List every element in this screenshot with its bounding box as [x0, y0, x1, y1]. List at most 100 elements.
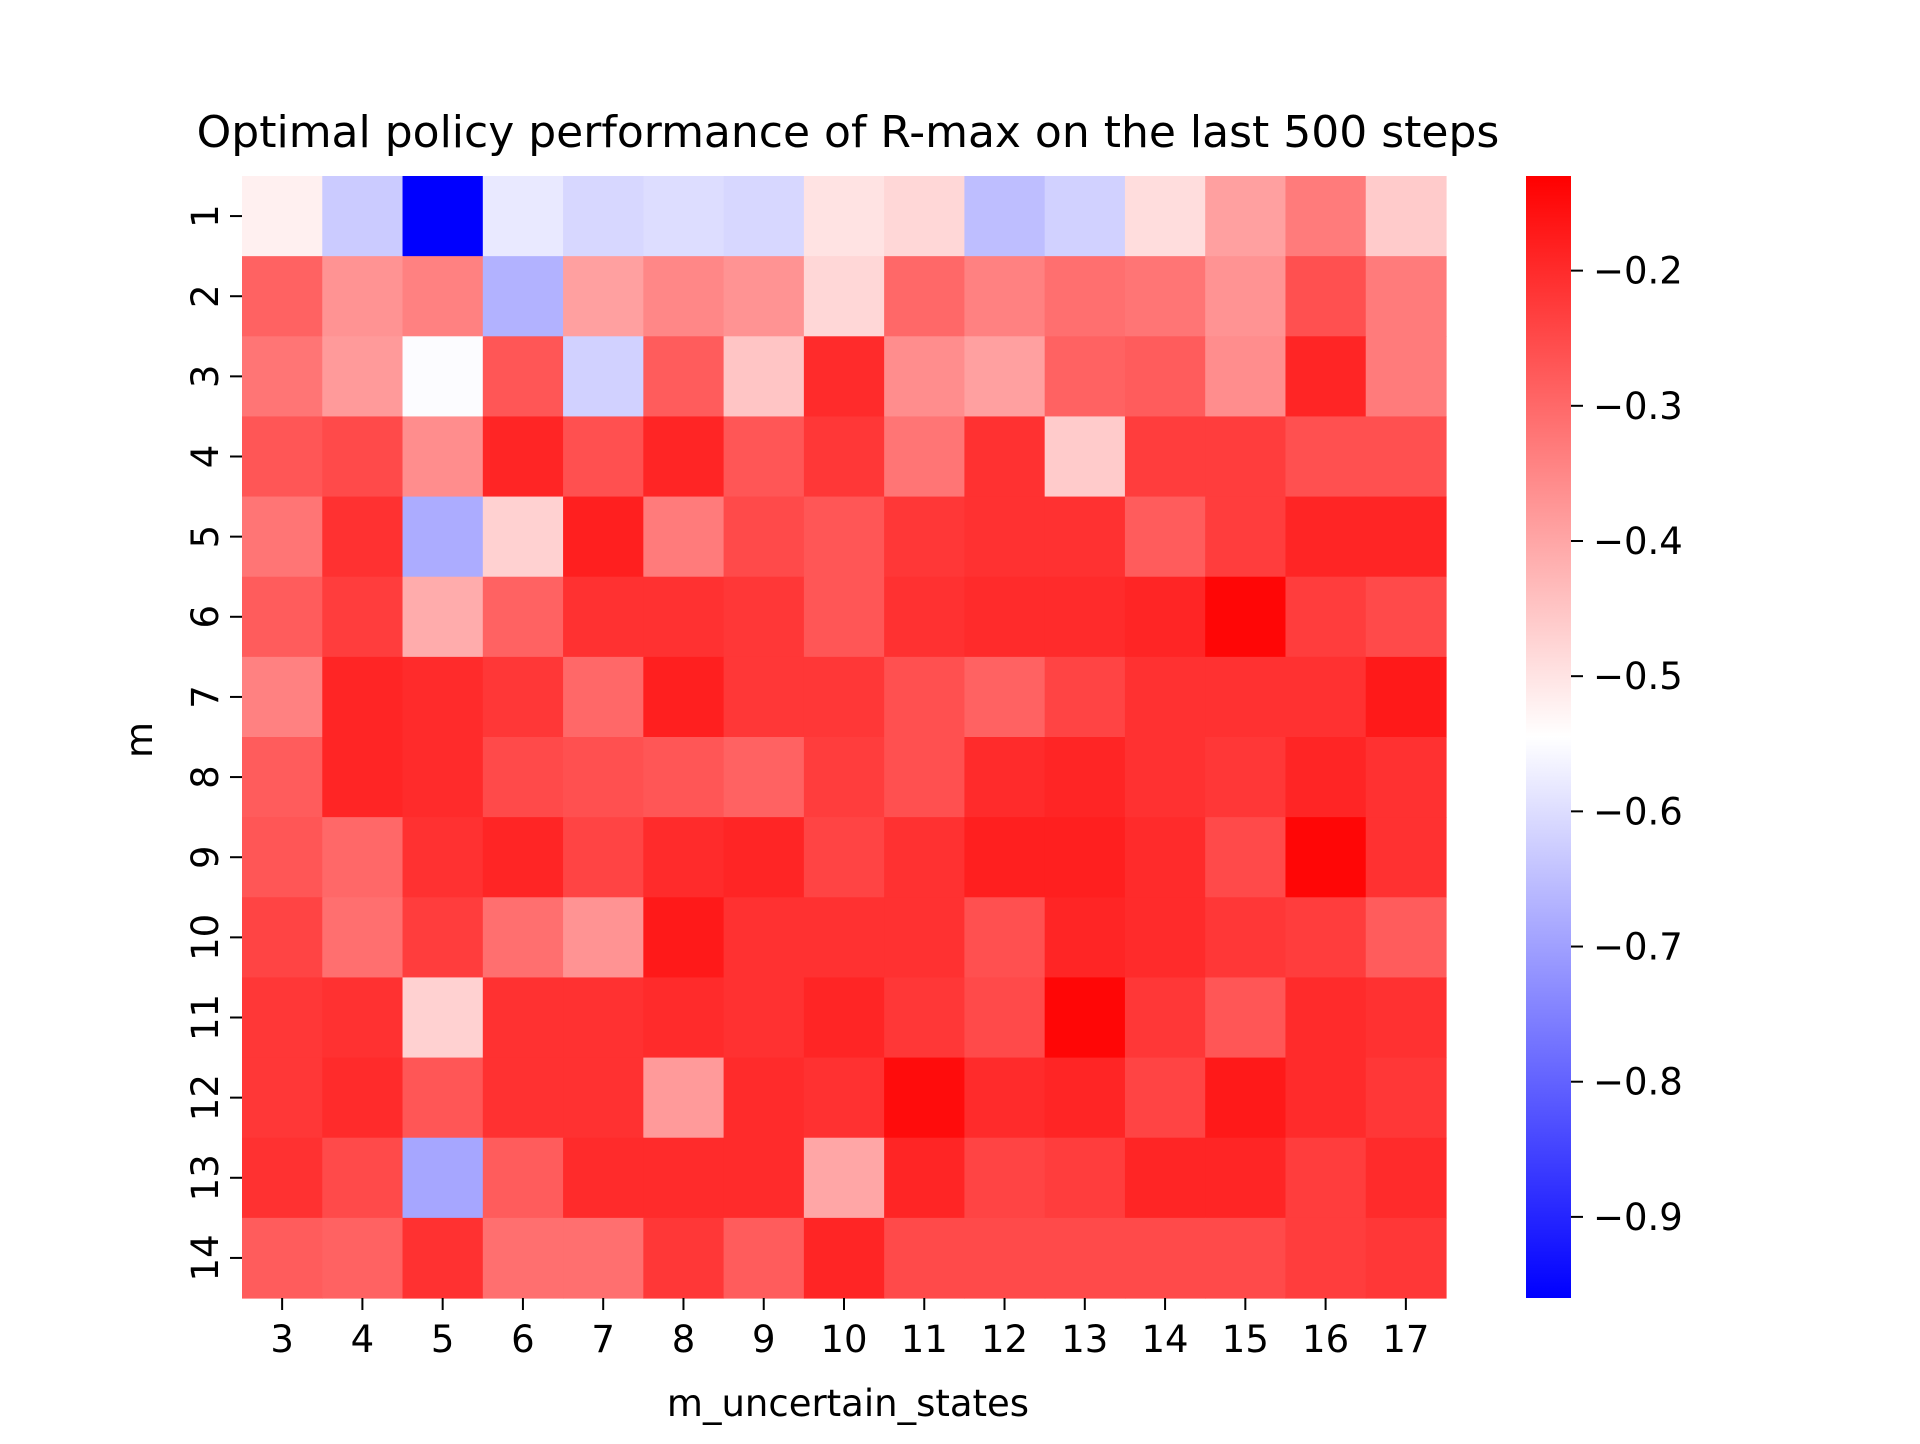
heatmap-cell — [964, 416, 1046, 498]
heatmap-cell — [242, 737, 323, 818]
heatmap-cell — [1285, 977, 1367, 1059]
heatmap-cell — [563, 817, 644, 898]
x-tick-label: 10 — [820, 1318, 867, 1361]
heatmap-cell — [643, 656, 725, 738]
heatmap-cell — [803, 817, 885, 898]
heatmap-cell — [1365, 336, 1447, 418]
heatmap-cell — [1124, 416, 1206, 498]
heatmap-cell — [803, 1057, 885, 1139]
heatmap-cell — [964, 336, 1046, 418]
heatmap-cell — [1124, 1137, 1206, 1219]
x-tick-label: 5 — [431, 1318, 455, 1361]
heatmap-cell — [964, 897, 1046, 979]
heatmap-cell — [723, 336, 805, 418]
heatmap-cell — [242, 1057, 323, 1139]
heatmap-cell — [563, 336, 644, 418]
heatmap-cell — [563, 416, 644, 498]
heatmap-cell — [563, 176, 644, 257]
colorbar-tick-label: −0.5 — [1593, 655, 1683, 698]
heatmap-cell — [1124, 176, 1206, 257]
heatmap-cell — [1285, 576, 1367, 658]
heatmap-cell — [884, 1137, 965, 1219]
heatmap-cell — [563, 897, 644, 979]
heatmap-cell — [643, 817, 725, 898]
heatmap-cell — [803, 1137, 885, 1219]
heatmap-cell — [964, 1217, 1046, 1299]
heatmap-cell — [1205, 737, 1287, 818]
heatmap-cell — [723, 977, 805, 1059]
x-tick-label: 16 — [1302, 1318, 1349, 1361]
heatmap-cell — [803, 576, 885, 658]
heatmap-cell — [1205, 176, 1287, 257]
heatmap-cell — [723, 1217, 805, 1299]
heatmap-cell — [1365, 656, 1447, 738]
x-axis-label: m_uncertain_states — [667, 1382, 1029, 1425]
heatmap-cell — [1285, 656, 1367, 738]
heatmap-cell — [884, 416, 965, 498]
heatmap-cell — [1365, 977, 1447, 1059]
heatmap-cell — [482, 336, 564, 418]
heatmap-cell — [482, 737, 564, 818]
heatmap-cell — [884, 737, 965, 818]
heatmap-cell — [1205, 416, 1287, 498]
heatmap-cell — [1044, 256, 1126, 337]
heatmap-cell — [1124, 256, 1206, 337]
x-axis-ticks: 3 4 5 6 7 8 9 10 11 12 13 14 15 16 17 — [270, 1298, 1429, 1361]
heatmap-cell — [1124, 496, 1206, 578]
heatmap-cell — [1205, 897, 1287, 979]
heatmap-cell — [242, 1137, 323, 1219]
heatmap-cell — [803, 496, 885, 578]
colorbar — [1526, 176, 1571, 1298]
heatmap-cell — [803, 336, 885, 418]
heatmap-cell — [402, 256, 484, 337]
heatmap-cell — [723, 256, 805, 337]
heatmap-cell — [1205, 336, 1287, 418]
heatmap-cell — [1044, 977, 1126, 1059]
heatmap-cell — [1365, 1217, 1447, 1299]
heatmap-cell — [884, 576, 965, 658]
heatmap-cell — [1124, 1057, 1206, 1139]
heatmap-cell — [402, 496, 484, 578]
heatmap-cell — [322, 897, 404, 979]
heatmap-cell — [1365, 176, 1447, 257]
heatmap-cell — [643, 336, 725, 418]
heatmap-cell — [1365, 1137, 1447, 1219]
heatmap-cell — [1124, 656, 1206, 738]
y-tick-label: 12 — [184, 1074, 227, 1121]
y-tick-label: 7 — [184, 685, 227, 709]
x-tick-label: 3 — [270, 1318, 294, 1361]
y-tick-label: 6 — [184, 605, 227, 629]
heatmap-cell — [643, 1137, 725, 1219]
heatmap-cell — [1205, 977, 1287, 1059]
heatmap-cell — [563, 977, 644, 1059]
heatmap-cell — [884, 496, 965, 578]
heatmap-cell — [1205, 576, 1287, 658]
heatmap-cell — [482, 1217, 564, 1299]
x-tick-label: 6 — [511, 1318, 535, 1361]
chart-title: Optimal policy performance of R-max on t… — [197, 107, 1500, 158]
colorbar-tick-label: −0.6 — [1593, 790, 1683, 833]
colorbar-tick-label: −0.2 — [1593, 250, 1683, 293]
heatmap-cell — [1285, 336, 1367, 418]
heatmap-cell — [242, 256, 323, 337]
heatmap-cell — [563, 656, 644, 738]
heatmap-cell — [964, 817, 1046, 898]
x-tick-label: 12 — [981, 1318, 1028, 1361]
heatmap-cell — [964, 737, 1046, 818]
y-tick-label: 13 — [184, 1154, 227, 1201]
y-tick-label: 1 — [184, 204, 227, 228]
heatmap-cell — [1285, 416, 1367, 498]
heatmap-cell — [1285, 817, 1367, 898]
heatmap-cell — [1205, 496, 1287, 578]
heatmap-cell — [1044, 176, 1126, 257]
heatmap-cell — [1365, 576, 1447, 658]
heatmap-cell — [723, 1137, 805, 1219]
heatmap-cell — [1205, 256, 1287, 337]
heatmap-cell — [1285, 737, 1367, 818]
heatmap-cell — [803, 416, 885, 498]
heatmap-cell — [1365, 256, 1447, 337]
y-axis-label: m — [118, 722, 161, 758]
heatmap-cell — [1285, 897, 1367, 979]
heatmap-cell — [482, 416, 564, 498]
heatmap-cell — [643, 897, 725, 979]
